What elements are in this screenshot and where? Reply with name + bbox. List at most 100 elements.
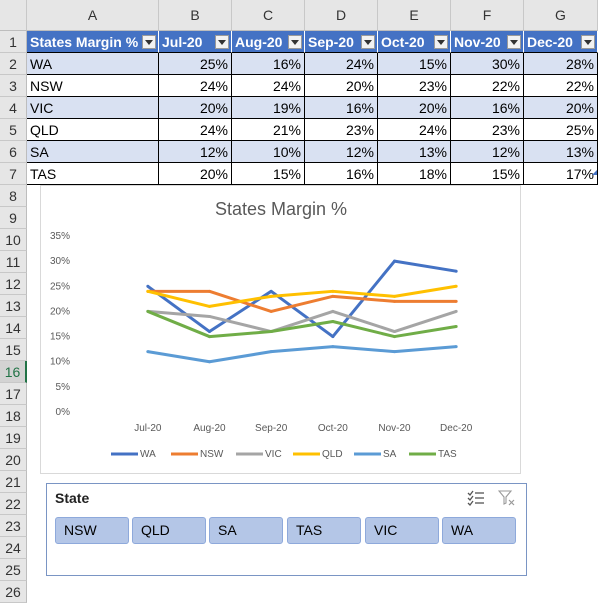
slicer-item-vic[interactable]: VIC: [365, 517, 439, 544]
data-point-tas[interactable]: [454, 325, 458, 329]
slicer-item-tas[interactable]: TAS: [287, 517, 361, 544]
table-cell-value[interactable]: 12%: [159, 141, 232, 163]
data-point-wa[interactable]: [146, 284, 150, 288]
row-header-14[interactable]: 14: [0, 317, 27, 339]
row-header-19[interactable]: 19: [0, 427, 27, 449]
row-header-5[interactable]: 5: [0, 119, 27, 141]
row-header-7[interactable]: 7: [0, 163, 27, 185]
data-point-tas[interactable]: [269, 330, 273, 334]
series-line-nsw[interactable]: [147, 289, 457, 313]
data-point-tas[interactable]: [208, 335, 211, 339]
column-header-f[interactable]: F: [451, 0, 524, 31]
table-cell-value[interactable]: 20%: [305, 75, 378, 97]
series-line-wa[interactable]: [146, 259, 457, 339]
data-point-vic[interactable]: [331, 309, 335, 313]
row-header-13[interactable]: 13: [0, 295, 27, 317]
table-cell-value[interactable]: 15%: [232, 163, 305, 185]
table-cell-value[interactable]: 15%: [378, 53, 451, 75]
table-cell-value[interactable]: 20%: [524, 97, 598, 119]
row-header-1[interactable]: 1: [0, 31, 27, 53]
table-cell-state[interactable]: QLD: [27, 119, 159, 141]
series-line-qld[interactable]: [147, 284, 457, 308]
data-point-qld[interactable]: [208, 304, 211, 308]
series-line-tas[interactable]: [147, 310, 457, 339]
table-cell-value[interactable]: 13%: [524, 141, 598, 163]
data-point-wa[interactable]: [331, 335, 335, 339]
row-header-9[interactable]: 9: [0, 207, 27, 229]
data-point-sa[interactable]: [454, 345, 458, 349]
table-cell-value[interactable]: 18%: [378, 163, 451, 185]
filter-dropdown-button[interactable]: [215, 35, 229, 49]
row-header-20[interactable]: 20: [0, 449, 27, 471]
table-cell-value[interactable]: 12%: [305, 141, 378, 163]
data-point-vic[interactable]: [393, 330, 396, 334]
table-cell-value[interactable]: 10%: [232, 141, 305, 163]
row-header-16[interactable]: 16: [0, 361, 27, 383]
table-resize-handle[interactable]: [592, 170, 597, 175]
data-point-sa[interactable]: [393, 350, 396, 354]
row-header-25[interactable]: 25: [0, 559, 27, 581]
table-cell-value[interactable]: 20%: [378, 97, 451, 119]
row-header-22[interactable]: 22: [0, 493, 27, 515]
table-cell-value[interactable]: 16%: [451, 97, 524, 119]
data-point-tas[interactable]: [331, 319, 335, 323]
table-cell-state[interactable]: WA: [27, 53, 159, 75]
row-header-21[interactable]: 21: [0, 471, 27, 493]
row-header-24[interactable]: 24: [0, 537, 27, 559]
table-cell-value[interactable]: 12%: [451, 141, 524, 163]
row-header-18[interactable]: 18: [0, 405, 27, 427]
filter-dropdown-button[interactable]: [581, 35, 595, 49]
table-cell-value[interactable]: 17%: [524, 163, 598, 185]
table-cell-value[interactable]: 20%: [159, 163, 232, 185]
slicer-item-nsw[interactable]: NSW: [55, 517, 129, 544]
table-cell-value[interactable]: 25%: [159, 53, 232, 75]
column-header-e[interactable]: E: [378, 0, 451, 31]
filter-dropdown-button[interactable]: [142, 35, 156, 49]
table-header-cell[interactable]: Nov-20: [451, 31, 524, 53]
data-point-qld[interactable]: [146, 289, 150, 293]
table-cell-value[interactable]: 16%: [232, 53, 305, 75]
column-header-c[interactable]: C: [232, 0, 305, 31]
data-point-wa[interactable]: [393, 259, 396, 263]
row-header-12[interactable]: 12: [0, 273, 27, 295]
row-header-17[interactable]: 17: [0, 383, 27, 405]
data-point-qld[interactable]: [454, 284, 458, 288]
data-point-wa[interactable]: [208, 330, 211, 334]
slicer-item-sa[interactable]: SA: [209, 517, 283, 544]
table-header-cell[interactable]: Jul-20: [159, 31, 232, 53]
table-cell-state[interactable]: VIC: [27, 97, 159, 119]
table-cell-value[interactable]: 20%: [159, 97, 232, 119]
table-cell-value[interactable]: 16%: [305, 97, 378, 119]
table-cell-value[interactable]: 24%: [305, 53, 378, 75]
row-header-2[interactable]: 2: [0, 53, 27, 75]
data-point-sa[interactable]: [146, 350, 150, 354]
legend-entry-vic[interactable]: VIC: [236, 449, 282, 460]
data-point-nsw[interactable]: [208, 289, 211, 293]
data-point-nsw[interactable]: [331, 294, 335, 298]
column-header-a[interactable]: A: [27, 0, 159, 31]
series-line-vic[interactable]: [147, 309, 457, 334]
table-cell-value[interactable]: 13%: [378, 141, 451, 163]
data-point-sa[interactable]: [208, 360, 211, 364]
row-header-15[interactable]: 15: [0, 339, 27, 361]
table-cell-value[interactable]: 21%: [232, 119, 305, 141]
table-header-cell[interactable]: Sep-20: [305, 31, 378, 53]
table-header-cell[interactable]: Dec-20: [524, 31, 598, 53]
data-point-qld[interactable]: [393, 294, 396, 298]
row-header-6[interactable]: 6: [0, 141, 27, 163]
legend-entry-nsw[interactable]: NSW: [171, 449, 224, 460]
filter-dropdown-button[interactable]: [361, 35, 375, 49]
column-header-g[interactable]: G: [524, 0, 598, 31]
clear-filter-icon[interactable]: [498, 490, 516, 506]
data-point-nsw[interactable]: [454, 299, 458, 303]
data-point-vic[interactable]: [208, 314, 211, 318]
column-header-b[interactable]: B: [159, 0, 232, 31]
slicer-item-wa[interactable]: WA: [442, 517, 516, 544]
table-header-cell[interactable]: Aug-20: [232, 31, 305, 53]
state-slicer[interactable]: State NSW QLD SA TAS VIC WA: [46, 483, 527, 576]
row-header-8[interactable]: 8: [0, 185, 27, 207]
row-header-23[interactable]: 23: [0, 515, 27, 537]
table-cell-value[interactable]: 23%: [451, 119, 524, 141]
table-cell-value[interactable]: 25%: [524, 119, 598, 141]
row-header-11[interactable]: 11: [0, 251, 27, 273]
